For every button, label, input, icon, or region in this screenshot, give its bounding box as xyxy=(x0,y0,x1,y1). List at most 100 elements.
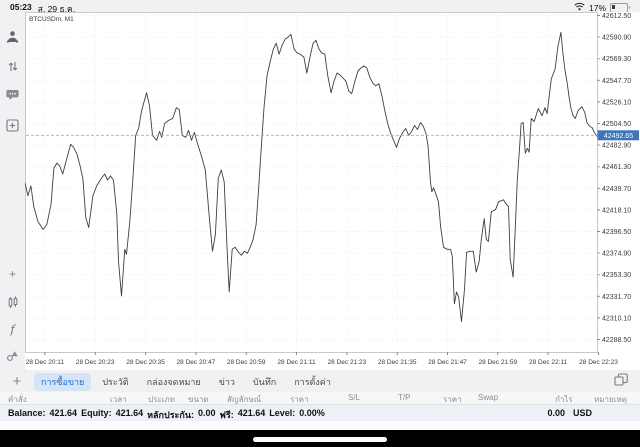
orders-column-header: สัญลักษณ์ xyxy=(227,395,262,404)
tab-3[interactable]: ข่าว xyxy=(218,377,235,387)
y-axis-label: 42461.30 xyxy=(602,164,631,171)
free-margin-value: 421.64 xyxy=(237,408,266,418)
orders-column-header: T/P xyxy=(398,393,411,402)
profit-summary: 0.00 USD xyxy=(547,408,592,418)
y-axis-label: 42569.30 xyxy=(602,56,631,63)
x-axis-label: 28 Dec 21:11 xyxy=(277,359,316,366)
y-axis-label: 42439.70 xyxy=(602,186,631,193)
chart-area[interactable]: 42612.50 42590.90 42569.30 42547.70 42526.10… xyxy=(24,12,640,370)
bottom-tabs: การซื้อขาย ประวัติ กล่องจดหมาย ข่าว บันทึก กา… xyxy=(34,373,338,391)
battery-nub xyxy=(628,5,630,9)
chat-bubble-icon xyxy=(6,89,19,101)
home-indicator-bar xyxy=(0,430,640,447)
tab-5[interactable]: การตั้งค่า xyxy=(294,377,331,387)
balance-line: Balance: 421.64 Equity: 421.64 หลักประกั… xyxy=(8,408,325,422)
new-order-button[interactable]: + xyxy=(12,373,22,390)
y-axis-label: 42612.50 xyxy=(602,13,631,20)
y-axis-label: 42590.90 xyxy=(602,35,631,42)
new-chart-button[interactable] xyxy=(0,116,25,134)
battery-icon xyxy=(610,2,630,13)
battery-percent: 17% xyxy=(588,2,606,13)
balance-label: Balance: xyxy=(8,408,46,418)
orders-column-header: ราคา xyxy=(290,395,309,404)
orders-column-header: Swap xyxy=(478,393,499,402)
crosshair-icon: + xyxy=(8,267,16,281)
battery-level xyxy=(612,4,615,9)
chart-type-button[interactable] xyxy=(0,293,25,311)
orders-column-header: ขนาด xyxy=(188,395,209,404)
y-axis-label: 42353.30 xyxy=(602,272,631,279)
tab-2[interactable]: กล่องจดหมาย xyxy=(146,377,201,387)
x-axis-label: 28 Dec 20:23 xyxy=(76,359,115,366)
plus-square-icon xyxy=(6,118,19,132)
bottom-toolbar: + การซื้อขาย ประวัติ กล่องจดหมาย ข่าว บันทึก… xyxy=(0,372,640,392)
x-axis-label: 28 Dec 20:59 xyxy=(227,359,266,366)
x-axis-label: 28 Dec 20:11 xyxy=(26,359,65,366)
y-axis-label: 42504.50 xyxy=(602,121,631,128)
orders-column-header: ราคา xyxy=(443,395,462,404)
window-layout-button[interactable] xyxy=(614,373,628,391)
orders-column-header: หมายเหตุ xyxy=(594,395,627,404)
orders-column-header: S/L xyxy=(348,393,361,402)
account-summary: Balance: 421.64 Equity: 421.64 หลักประกั… xyxy=(0,404,640,422)
messages-button[interactable] xyxy=(0,86,25,104)
current-price-value: 42492.65 xyxy=(604,133,633,140)
crosshair-button[interactable]: + xyxy=(0,265,25,283)
x-axis-label: 28 Dec 21:47 xyxy=(428,359,467,366)
shapes-icon xyxy=(6,349,19,362)
equity-value: 421.64 xyxy=(115,408,144,418)
trade-button[interactable] xyxy=(0,57,25,75)
profit-value: 0.00 xyxy=(547,408,565,418)
person-icon xyxy=(6,30,19,43)
margin-label: หลักประกัน: xyxy=(147,410,194,420)
up-down-arrows-icon xyxy=(7,60,19,73)
wifi-icon xyxy=(574,2,585,13)
tab-4[interactable]: บันทึก xyxy=(252,377,277,387)
bottom-spacer xyxy=(0,421,640,430)
home-indicator[interactable] xyxy=(253,437,387,442)
y-axis-label: 42526.10 xyxy=(602,99,631,106)
y-axis-label: 42482.90 xyxy=(602,143,631,150)
left-toolbar: + f M1 xyxy=(0,13,26,387)
y-axis-label: 42310.10 xyxy=(602,315,631,322)
tab-1[interactable]: ประวัติ xyxy=(102,377,129,387)
candlestick-icon xyxy=(7,296,19,309)
x-axis-label: 28 Dec 21:35 xyxy=(378,359,417,366)
equity-label: Equity: xyxy=(81,408,112,418)
clock: 05:23 xyxy=(10,2,32,12)
level-value: 0.00% xyxy=(299,408,325,418)
balance-value: 421.64 xyxy=(49,408,78,418)
function-icon: f xyxy=(10,322,15,336)
cascade-windows-icon xyxy=(614,373,628,386)
tab-0-selected[interactable]: การซื้อขาย xyxy=(34,373,92,391)
level-label: Level: xyxy=(269,408,296,418)
y-axis-label: 42396.50 xyxy=(602,229,631,236)
y-axis-label: 42374.90 xyxy=(602,251,631,258)
price-line-series xyxy=(24,31,598,323)
orders-column-header: กำไร xyxy=(555,395,573,404)
y-axis-label: 42547.70 xyxy=(602,78,631,85)
x-axis-label: 28 Dec 22:11 xyxy=(529,359,568,366)
price-chart[interactable]: 42612.50 42590.90 42569.30 42547.70 42526.10… xyxy=(24,12,640,370)
y-axis-label: 42288.50 xyxy=(602,337,631,344)
current-price-badge xyxy=(597,130,639,141)
x-axis-label: 28 Dec 21:23 xyxy=(328,359,367,366)
y-axis-label: 42331.70 xyxy=(602,294,631,301)
status-date: ส. 29 ธ.ค. xyxy=(37,4,76,14)
objects-button[interactable] xyxy=(0,346,25,364)
orders-column-header: คำสั่ง xyxy=(8,395,27,404)
free-margin-label: ฟรี: xyxy=(219,410,234,420)
chart-symbol-label: BTCUSDm, M1 xyxy=(29,16,74,23)
indicators-button[interactable]: f xyxy=(0,320,25,338)
y-axis-label: 42418.10 xyxy=(602,207,631,214)
profit-currency: USD xyxy=(572,408,592,418)
x-axis-label: 28 Dec 21:59 xyxy=(478,359,517,366)
orders-column-header: เวลา xyxy=(110,395,127,404)
plot-area[interactable] xyxy=(25,12,598,353)
accounts-button[interactable] xyxy=(0,27,25,45)
orders-table-header: คำสั่ง เวลา ประเภท ขนาด สัญลักษณ์ ราคา S/L T/P ร… xyxy=(0,392,640,404)
status-left: 05:23 ส. 29 ธ.ค. xyxy=(10,2,75,16)
x-axis-label: 28 Dec 20:35 xyxy=(126,359,165,366)
x-axis-label: 28 Dec 22:23 xyxy=(579,359,618,366)
